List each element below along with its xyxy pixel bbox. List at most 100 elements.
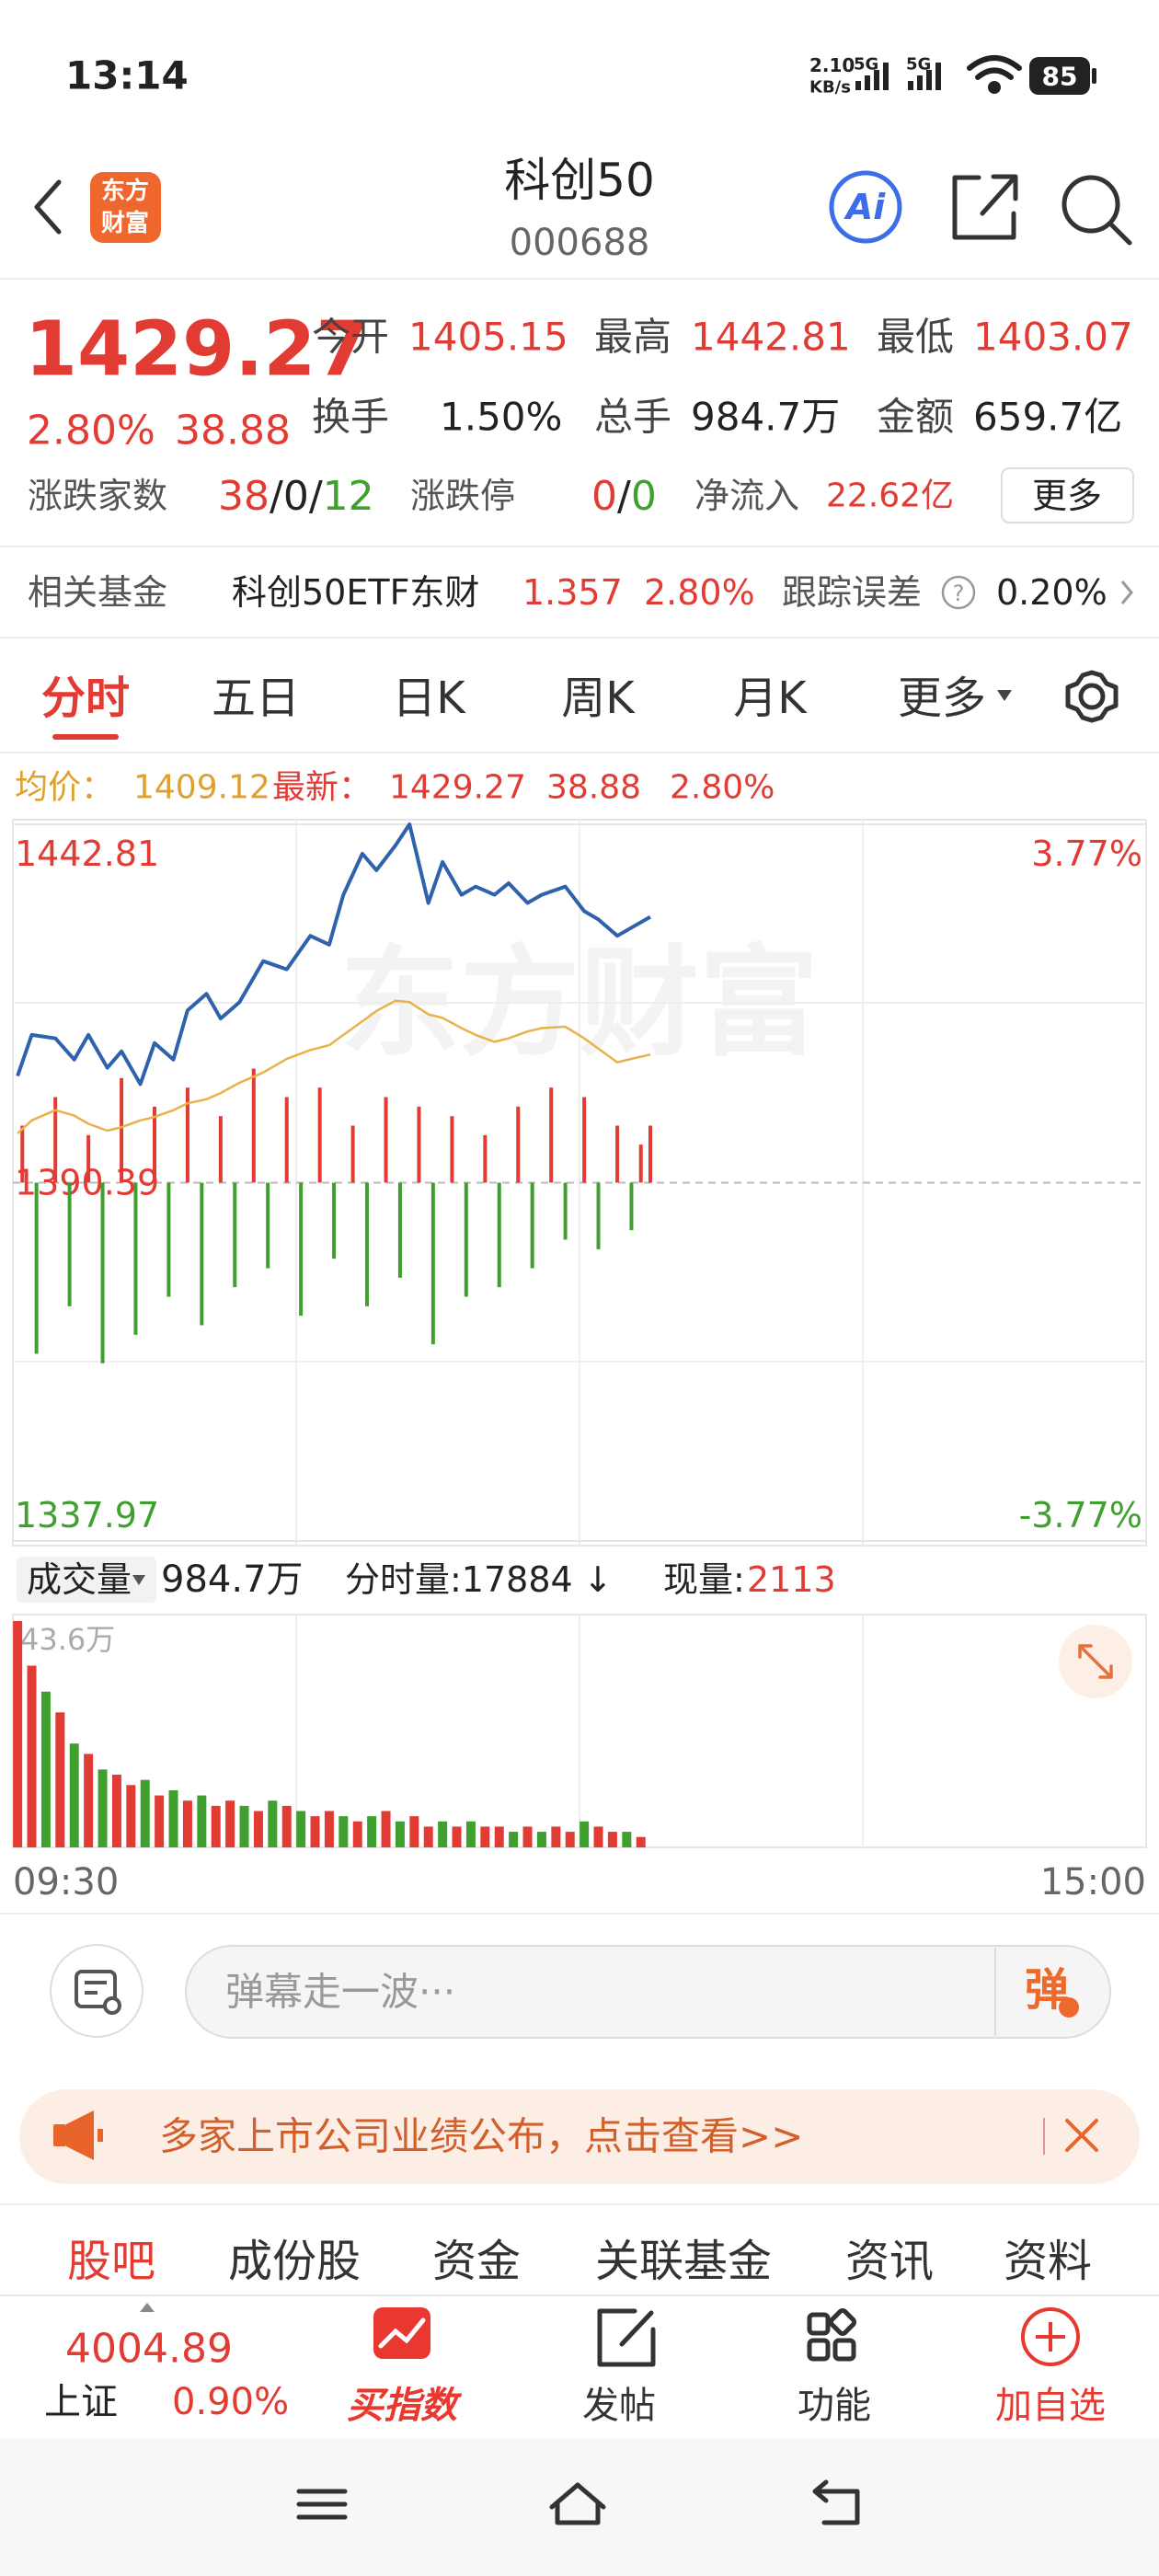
search-button[interactable]: [1061, 175, 1132, 246]
volume-bar: [622, 1832, 632, 1847]
comment-placeholder[interactable]: 弹幕走一波···: [225, 1970, 455, 2015]
comment-input[interactable]: [185, 1945, 1111, 2039]
breadth-bar: [86, 1134, 91, 1183]
back-button[interactable]: [34, 179, 62, 235]
share-button[interactable]: [952, 174, 1018, 240]
settings-button[interactable]: [1065, 670, 1119, 723]
volume-tick-label: 43.6万: [20, 1622, 115, 1657]
chevron[interactable]: [1120, 581, 1133, 604]
breadth-bar: [516, 1106, 521, 1183]
navigation-bar: [0, 2439, 1159, 2576]
tab[interactable]: 关联基金: [595, 2236, 772, 2287]
breadth-bar: [430, 1182, 435, 1345]
breadth-bar: [483, 1134, 488, 1183]
index-name[interactable]: 上证: [44, 2381, 118, 2423]
breadth-bar: [284, 1097, 289, 1183]
index-value[interactable]: 4004.89: [65, 2326, 233, 2373]
stat-value: 659.7亿: [973, 395, 1122, 440]
limit-label: 涨跌停: [410, 476, 515, 516]
latest-change: 38.88: [546, 769, 641, 807]
volume-bar: [509, 1832, 519, 1847]
add-watchlist-icon[interactable]: [1021, 2307, 1080, 2366]
volume-bar: [40, 1691, 51, 1847]
latest-change-percent: 2.80%: [670, 769, 775, 807]
tab[interactable]: 周K: [561, 673, 636, 724]
volume-bar: [197, 1795, 207, 1847]
close-button[interactable]: [1065, 2119, 1098, 2152]
more-button[interactable]: [1001, 467, 1134, 523]
action-label[interactable]: 功能: [798, 2385, 871, 2427]
action-label[interactable]: 发帖: [582, 2385, 656, 2427]
help-mark[interactable]: ?: [953, 581, 965, 606]
volume-selector[interactable]: [17, 1557, 156, 1603]
volume-total: 984.7万: [161, 1558, 304, 1601]
dropdown-arrow[interactable]: [132, 1575, 145, 1585]
volume-bar: [593, 1826, 603, 1847]
volume-bar: [607, 1832, 617, 1847]
help-icon[interactable]: [941, 575, 976, 610]
volume-bar: [225, 1800, 235, 1847]
breadth-up: 38: [218, 473, 270, 520]
fund-name[interactable]: 科创50ETF东财: [232, 572, 479, 613]
volume-bar: [465, 1821, 476, 1847]
signal-icon: [855, 63, 889, 90]
ai-button[interactable]: [829, 170, 902, 244]
more-button-label[interactable]: 更多: [1032, 476, 1102, 516]
nav-home[interactable]: [549, 2482, 606, 2525]
danmaku-settings-icon[interactable]: [75, 1970, 121, 2015]
breadth-bar: [464, 1182, 468, 1297]
x-tick-label: 09:30: [13, 1861, 119, 1903]
breadth-bar: [200, 1182, 204, 1326]
fund-label: 相关基金: [28, 572, 167, 613]
breadth-bar: [100, 1182, 105, 1363]
index-change[interactable]: 0.90%: [172, 2381, 289, 2423]
dropdown-arrow[interactable]: [997, 690, 1012, 701]
volume-bar: [111, 1775, 121, 1847]
breadth-bar: [417, 1106, 421, 1183]
tab[interactable]: 资料: [1004, 2236, 1092, 2287]
breadth-down: 12: [323, 473, 374, 520]
action-label[interactable]: 买指数: [347, 2385, 463, 2427]
nav-back[interactable]: [812, 2479, 860, 2525]
tab[interactable]: 五日: [212, 673, 300, 724]
buy-index-icon[interactable]: [373, 2307, 430, 2359]
expand-icon[interactable]: [1078, 1644, 1113, 1679]
volume-bar: [126, 1785, 136, 1847]
tab-underline: [52, 734, 119, 740]
stat-label: 今开: [312, 315, 389, 360]
y2-tick-label: -3.77%: [1019, 1495, 1142, 1535]
limit-down: 0: [631, 473, 657, 520]
functions-icon[interactable]: [807, 2308, 856, 2362]
x-tick-label: 15:00: [1040, 1861, 1146, 1903]
tab[interactable]: 成份股: [228, 2236, 361, 2287]
stat-label: 最低: [877, 315, 954, 360]
tab[interactable]: 日K: [392, 673, 466, 724]
action-label[interactable]: 加自选: [995, 2385, 1106, 2427]
post-icon[interactable]: [597, 2308, 656, 2367]
price-line: [16, 822, 651, 1087]
volume-bar: [140, 1779, 150, 1847]
breadth-flat: 0: [283, 473, 309, 520]
tab[interactable]: 更多: [898, 673, 986, 724]
tab[interactable]: 股吧: [67, 2236, 155, 2287]
net-speed: 2.10: [809, 54, 855, 76]
tab[interactable]: 资讯: [845, 2236, 934, 2287]
tab[interactable]: 资金: [432, 2236, 521, 2287]
sub-tabs: 股吧 成份股 资金 关联基金 资讯 资料: [67, 2236, 1092, 2287]
change-percent: 2.80%: [27, 408, 155, 454]
volume-bar: [551, 1826, 561, 1847]
breadth-bar: [563, 1182, 568, 1240]
breadth-label: 涨跌家数: [28, 476, 167, 516]
stat-value: 1405.15: [408, 315, 568, 360]
volume-bar: [310, 1816, 320, 1847]
network-label: 5G: [854, 55, 878, 75]
tab[interactable]: 月K: [733, 673, 808, 724]
nav-menu[interactable]: [296, 2489, 348, 2520]
volume-label[interactable]: 成交量: [27, 1559, 132, 1600]
notice-banner[interactable]: [19, 2089, 1140, 2184]
ai-label[interactable]: Ai: [843, 187, 886, 227]
tab[interactable]: 分时: [41, 673, 130, 724]
tracking-error-label: 跟踪误差: [782, 572, 922, 613]
notice-text[interactable]: 多家上市公司业绩公布，点击查看>>: [159, 2114, 803, 2159]
page-title: 科创50: [504, 154, 655, 207]
